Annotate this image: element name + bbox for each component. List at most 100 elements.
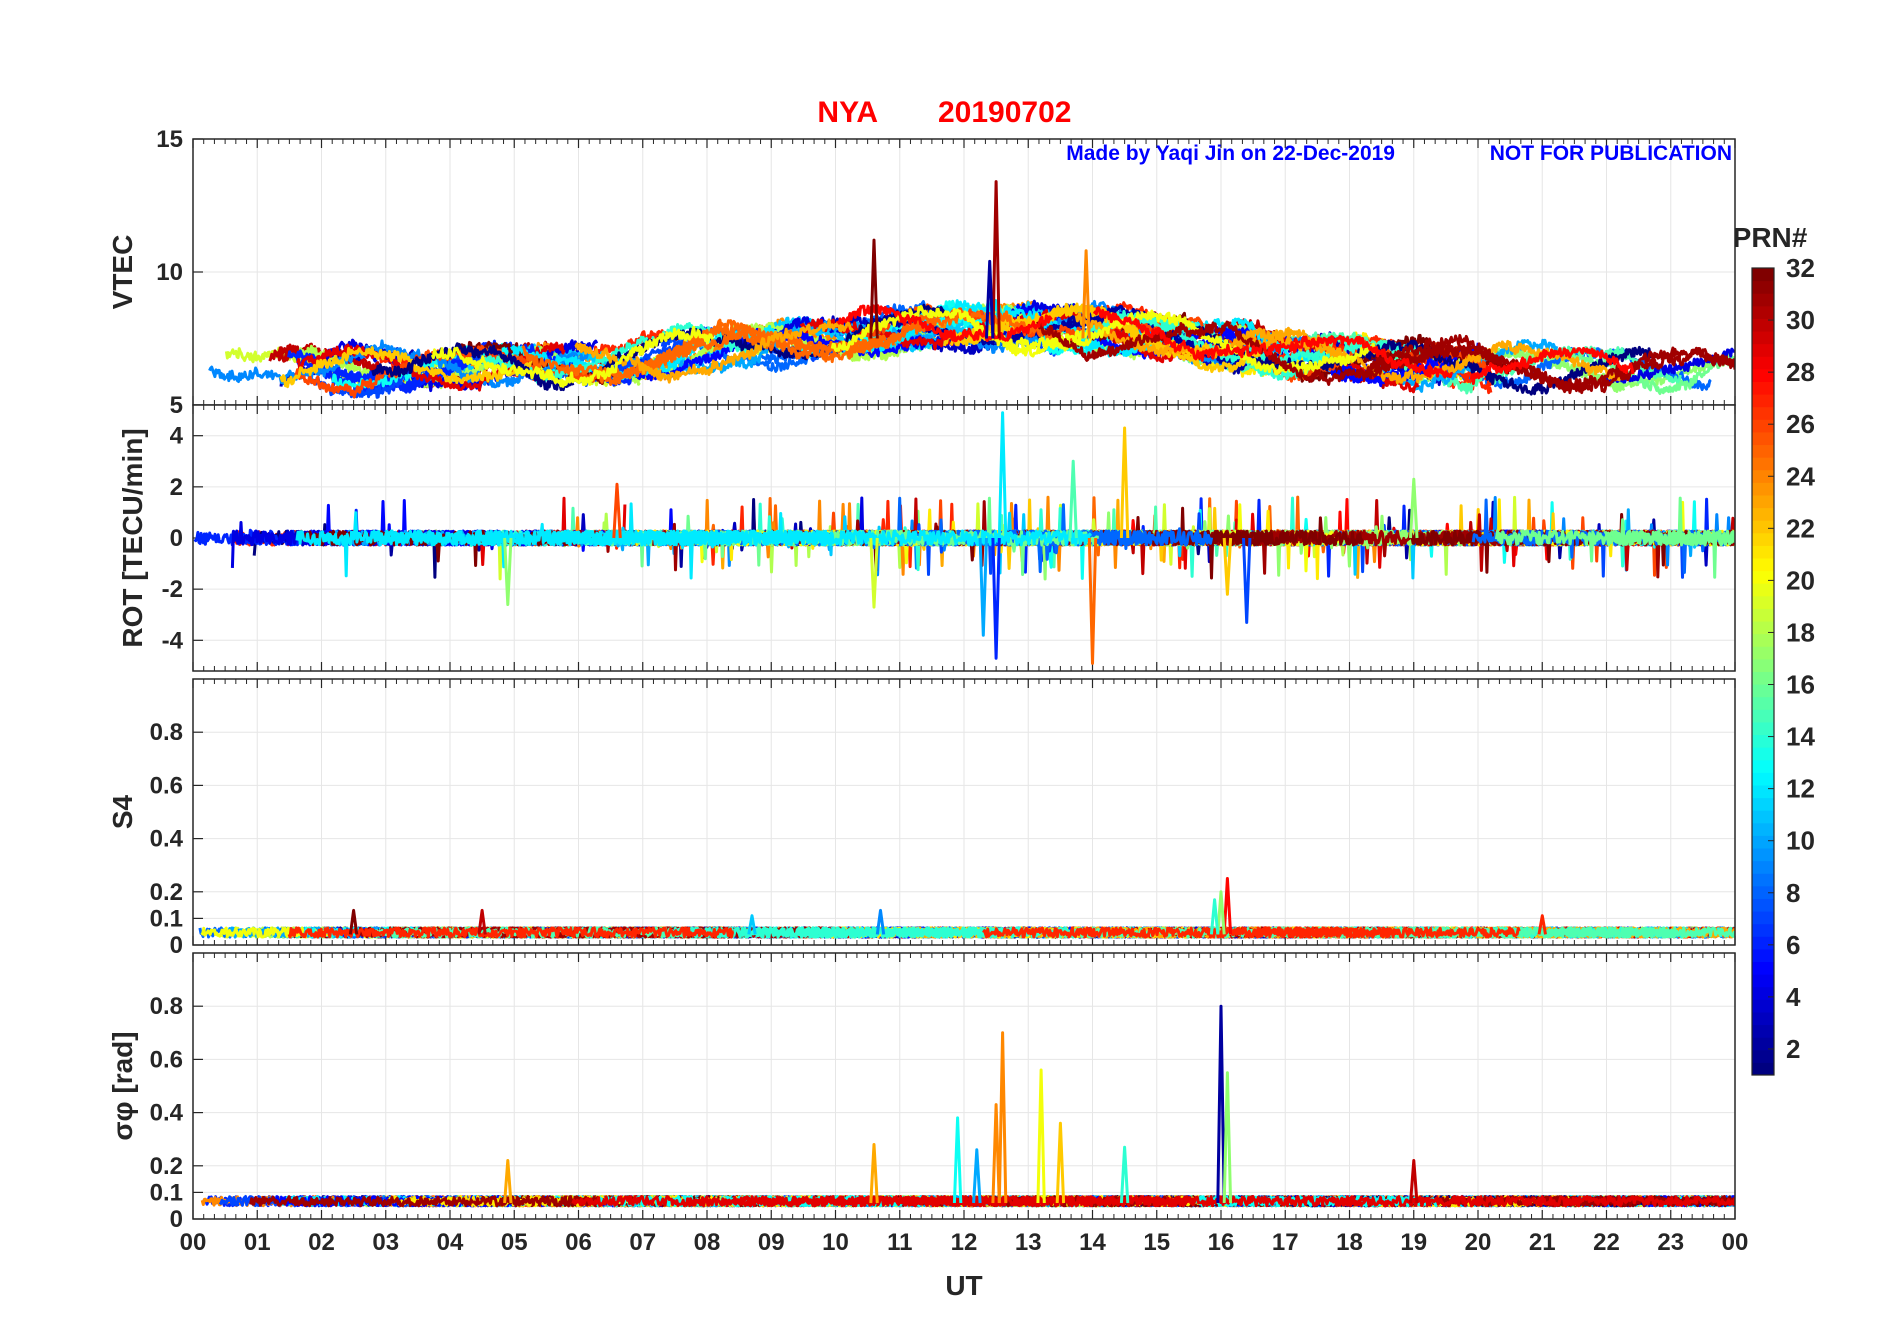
y-tick-label: -4 [162,627,184,654]
y-tick-label: 0.8 [150,719,183,746]
colorbar-swatch [1752,860,1774,874]
x-tick-label: 14 [1079,1229,1106,1256]
x-tick-label: 06 [565,1229,592,1256]
colorbar-swatch [1752,368,1774,382]
y-tick-label: 0.1 [150,1179,183,1206]
y-tick-label: 10 [156,259,183,286]
peak-3 [985,259,995,339]
y-tick-label: 0.4 [150,1100,184,1127]
peak-2 [1216,890,1226,935]
prn-12-trace [546,512,835,547]
peak-4 [1036,1068,1046,1204]
peak-1 [869,238,879,339]
colorbar-swatch [1752,784,1774,799]
colorbar-swatch [1752,658,1774,672]
colorbar-swatch [1752,545,1774,559]
colorbar-swatch [1752,696,1774,710]
colorbar-swatch [1752,431,1774,446]
colorbar-swatch [1752,633,1774,647]
x-tick-label: 08 [694,1229,721,1256]
colorbar-swatch [1752,848,1774,862]
y-tick-label: 0.6 [150,772,183,799]
colorbar-swatch [1752,406,1774,420]
colorbar-swatch [1752,1062,1774,1076]
colorbar-swatch [1752,684,1774,698]
colorbar-tick-label: 4 [1786,982,1801,1012]
x-tick-label: 00 [180,1229,207,1256]
peak-8 [1537,914,1547,935]
colorbar-swatch [1752,331,1774,345]
peak-9 [972,1148,982,1204]
peak-3 [997,1031,1008,1204]
colorbar-swatch [1752,268,1774,282]
peak-7 [747,914,757,935]
colorbar-swatch [1752,318,1774,332]
x-tick-label: 00 [1722,1229,1749,1256]
colorbar-swatch [1752,999,1774,1013]
prn-20-trace [969,309,1378,376]
y-tick-label: 4 [170,423,184,450]
panel-2: -4 -2 0 2 4 ROT [TECU/min] [117,404,1736,672]
x-tick-label: 15 [1143,1229,1170,1256]
panel-traces [193,411,1735,665]
peak-6 [1068,459,1078,539]
colorbar-swatch [1752,520,1774,534]
peak-7 [952,1116,963,1204]
peak-8 [1119,1145,1130,1204]
colorbar-tick-label: 8 [1786,878,1800,908]
peak-1 [997,411,1008,539]
colorbar-swatch [1752,772,1774,786]
colorbar-tick-label: 6 [1786,930,1800,960]
peak-10 [869,1143,879,1204]
colorbar-swatch [1752,822,1774,836]
colorbar-swatch [1752,343,1774,357]
x-tick-label: 01 [244,1229,271,1256]
peak-8 [1242,537,1252,624]
colorbar-tick-label: 28 [1786,357,1815,387]
panel-traces [198,877,1735,939]
colorbar-swatch [1752,293,1774,307]
peak-12 [612,482,622,539]
x-tick-label: 13 [1015,1229,1042,1256]
peak-4 [1119,426,1130,539]
colorbar-swatch [1752,507,1774,521]
colorbar-swatch [1752,621,1774,635]
colorbar-tick-label: 26 [1786,409,1815,439]
peak-1 [1222,877,1233,935]
panel-4: 00.10.2 0.4 0.6 0.8 σφ [rad] [107,952,1736,1233]
y-tick-label: 0 [170,1206,183,1233]
colorbar-swatch [1752,810,1774,824]
colorbar-swatch [1752,469,1774,483]
colorbar-tick-label: 32 [1786,253,1815,283]
peak-11 [503,537,513,606]
y-axis-label: ROT [TECU/min] [117,428,148,647]
y-tick-label: 0.1 [150,905,183,932]
x-tick-label: 16 [1208,1229,1235,1256]
colorbar-swatch [1752,797,1774,811]
y-axis-label: S4 [107,794,138,829]
colorbar-swatch [1752,482,1774,496]
x-tick-label: 09 [758,1229,785,1256]
x-tick-label: 20 [1465,1229,1492,1256]
x-tick-label: 11 [887,1229,912,1256]
x-tick-label: 02 [308,1229,335,1256]
colorbar-frame [1751,267,1775,1076]
prn-27-trace [287,926,735,939]
colorbar-tick-label: 30 [1786,305,1815,335]
colorbar-swatch [1752,457,1774,471]
colorbar-tick-label: 22 [1786,513,1815,543]
peak-2 [991,537,1001,660]
prn-1-trace [371,342,575,392]
colorbar-swatch [1752,936,1774,950]
colorbar-swatch [1752,923,1774,937]
peak-5 [991,1103,1001,1204]
x-axis-label: UT [945,1270,982,1301]
prn-16-trace [1603,496,1735,547]
colorbar-swatch [1752,1024,1774,1038]
colorbar-swatch [1752,986,1774,1000]
x-axis: 00 01 02 03 04 05 06 07 08 09 10 11 12 13 14 15 16 17 18 19… [180,1229,1749,1256]
colorbar-swatch [1752,280,1774,294]
prn-20-trace [830,305,1090,353]
prn-28-trace [1092,306,1453,379]
